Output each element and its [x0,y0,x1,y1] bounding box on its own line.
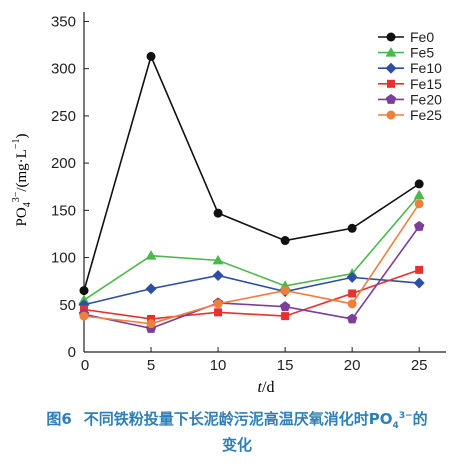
data-point-fe0 [79,286,89,296]
figure-number: 图6 [46,410,72,428]
y-axis-label: PO43−/(mg·L−1) [11,134,33,227]
data-point-fe10 [145,283,157,295]
data-point-fe25 [146,319,156,329]
caption-sup: 3− [398,411,413,421]
data-point-fe15 [348,289,357,298]
data-point-fe0 [280,236,290,246]
axis-labels: t/d PO43−/(mg·L−1) [11,134,274,396]
legend-entry-fe15: Fe15 [378,76,442,92]
chart-ticks: 0 50 100 150 200 250 300 350 0 5 10 15 20 25 [51,13,428,374]
caption-sub: 4 [392,421,399,431]
data-point-fe5 [413,189,425,200]
y-axis-label-close: ) [14,134,30,139]
series-fe25 [79,199,424,329]
legend-entry-fe0: Fe0 [378,29,434,45]
x-axis-unit: /d [262,379,274,396]
data-point-fe0 [146,51,156,61]
data-point-fe10 [212,270,224,281]
series-line-fe20 [83,225,420,330]
legend-entry-fe5: Fe5 [378,45,434,61]
y-axis-label-sub: 4 [22,202,33,207]
legend-marker-fe15 [387,79,395,88]
series-line-fe25 [83,203,420,325]
legend-label-fe5: Fe5 [410,45,434,61]
caption-text: 不同铁粉投量下长泥龄污泥高温厌氧消化时PO [83,410,393,428]
data-point-fe5 [145,250,157,260]
x-tick-label: 25 [411,357,428,374]
legend-marker-fe5 [385,47,397,57]
caption-text-end: 的 [412,410,428,428]
x-axis-label: t/d [258,379,275,396]
y-tick-label: 100 [51,250,76,267]
figure-caption: 图6 不同铁粉投量下长泥龄污泥高温厌氧消化时PO43−的 [0,408,474,431]
data-point-fe25 [213,299,223,309]
y-tick-label: 350 [51,13,76,30]
legend-label-fe0: Fe0 [410,29,434,45]
legend-label-fe15: Fe15 [410,76,442,92]
x-axis-variable: t [258,379,263,396]
legend-label-fe10: Fe10 [410,60,442,76]
series-fe0 [79,51,424,296]
data-point-fe15 [214,308,223,317]
y-tick-label: 0 [68,344,76,361]
data-point-fe5 [212,254,224,265]
data-point-fe20 [413,220,425,231]
data-point-fe20 [279,301,291,312]
y-tick-label: 250 [51,108,76,125]
chart-axes [83,12,446,353]
data-point-fe25 [79,311,89,321]
figure-caption-line2: 变化 [221,436,252,454]
x-tick-label: 20 [344,357,361,374]
y-axis-label-unit-sup: −1 [11,139,22,150]
data-point-fe0 [213,208,223,218]
chart-series [78,51,425,333]
legend-marker-fe25 [386,110,396,120]
legend-label-fe25: Fe25 [410,107,442,123]
data-point-fe10 [413,277,425,289]
legend-label-fe20: Fe20 [410,91,442,107]
data-point-fe15 [147,314,156,323]
data-point-fe10 [346,271,358,283]
data-point-fe25 [414,199,424,209]
data-point-fe25 [280,286,290,296]
legend-entry-fe25: Fe25 [378,107,442,123]
y-tick-label: 200 [51,155,76,172]
x-tick-label: 15 [277,357,294,374]
y-tick-label: 50 [59,297,76,314]
y-axis-label-base: PO [14,207,30,226]
series-line-fe5 [83,194,420,301]
legend-marker-fe20 [385,93,397,104]
y-axis-label-unit: /(mg·L [14,149,30,192]
data-point-fe25 [347,299,357,309]
data-point-fe0 [414,179,424,189]
data-point-fe15 [281,312,290,321]
y-axis-label-sup: 3− [11,191,22,202]
x-tick-label: 0 [81,357,89,374]
data-point-fe20 [346,313,358,324]
legend-entry-fe20: Fe20 [378,91,442,107]
legend-marker-fe0 [386,32,396,42]
y-tick-label: 150 [51,202,76,219]
series-line-fe0 [83,54,420,291]
legend-entry-fe10: Fe10 [378,60,442,76]
x-tick-label: 5 [147,357,155,374]
data-point-fe0 [347,223,357,233]
legend-marker-fe10 [385,62,397,74]
series-line-fe10 [83,274,420,306]
series-line-fe15 [83,269,420,320]
y-tick-label: 300 [51,61,76,78]
x-tick-label: 10 [210,357,227,374]
data-point-fe15 [415,265,424,274]
